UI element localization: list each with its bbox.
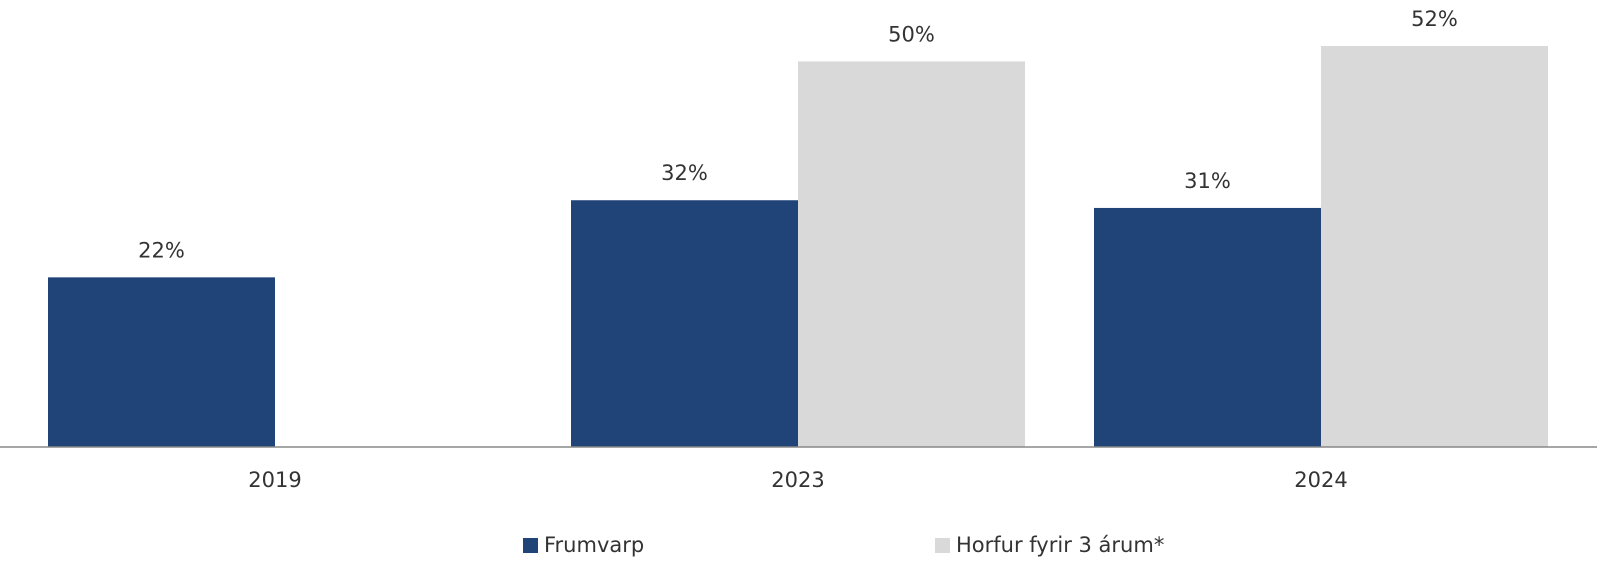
legend-swatch — [523, 538, 538, 553]
legend-label: Frumvarp — [544, 533, 644, 557]
data-label: 22% — [138, 238, 185, 262]
legend-swatch — [935, 538, 950, 553]
bar — [798, 61, 1025, 448]
x-tick-label: 2019 — [248, 468, 301, 492]
bar — [571, 200, 798, 447]
data-label: 52% — [1411, 7, 1458, 31]
data-label: 31% — [1184, 169, 1231, 193]
legend-label: Horfur fyrir 3 árum* — [956, 533, 1164, 557]
data-label: 50% — [888, 22, 935, 46]
x-tick-label: 2024 — [1294, 468, 1347, 492]
data-label: 32% — [661, 161, 708, 185]
bar — [1094, 207, 1321, 447]
bar — [1321, 46, 1548, 447]
bar — [48, 277, 275, 447]
x-tick-label: 2023 — [771, 468, 824, 492]
